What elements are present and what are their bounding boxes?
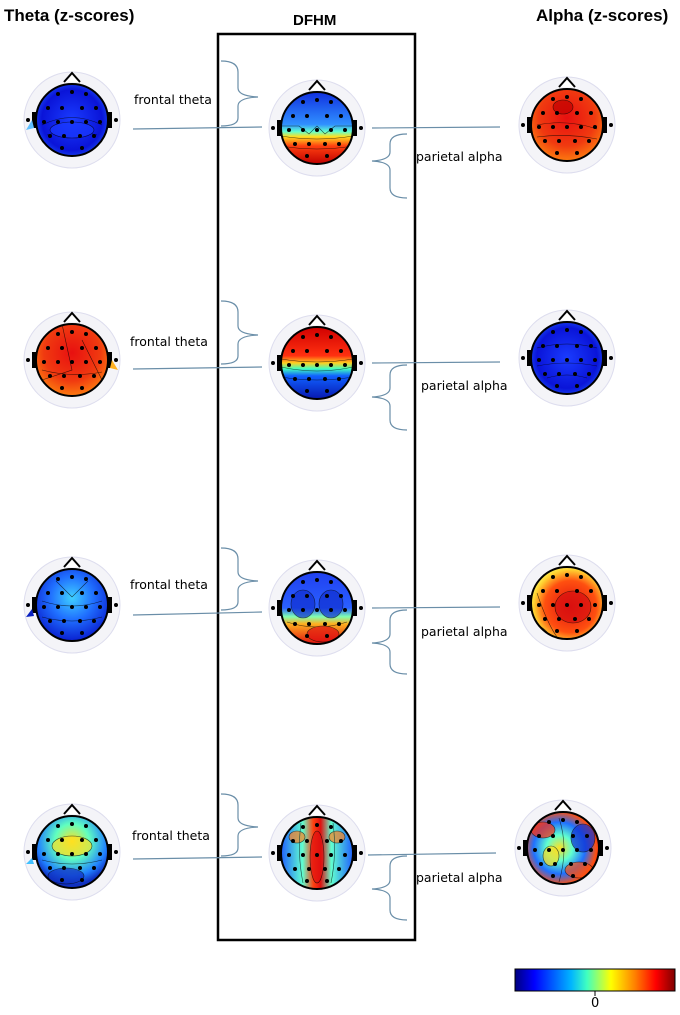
parietal-alpha-label-3: parietal alpha [421,624,508,639]
parietal-alpha-label-1: parietal alpha [416,149,503,164]
alpha-topomap-3 [518,554,616,652]
row-4-connectors [132,793,497,921]
dfhm-topomap-2 [268,314,366,412]
dfhm-column-title: DFHM [293,12,337,29]
dfhm-topomap-3 [268,559,366,657]
theta-topomap-3 [23,556,121,654]
theta-topomap-2 [23,311,121,409]
alpha-topomap-1 [518,76,616,174]
frontal-theta-label-1: frontal theta [134,92,212,107]
row-1-connectors [132,60,501,199]
parietal-alpha-label-4: parietal alpha [416,870,503,885]
alpha-column-title: Alpha (z-scores) [536,6,669,25]
frontal-theta-label-4: frontal theta [132,828,210,843]
theta-column-title: Theta (z-scores) [4,6,135,25]
dfhm-box [216,32,417,942]
parietal-alpha-label-2: parietal alpha [421,378,508,393]
theta-topomap-4 [23,803,121,901]
colorbar [514,968,676,992]
dfhm-topomap-4 [268,804,366,902]
colorbar-zero-label: 0 [591,996,600,1011]
row-2-connectors [132,300,501,431]
dfhm-topomap-1 [268,79,366,177]
alpha-topomap-4 [514,799,612,897]
alpha-topomap-2 [518,309,616,407]
row-3-connectors [132,547,501,675]
frontal-theta-label-2: frontal theta [130,334,208,349]
frontal-theta-label-3: frontal theta [130,577,208,592]
theta-topomap-1 [23,71,121,169]
